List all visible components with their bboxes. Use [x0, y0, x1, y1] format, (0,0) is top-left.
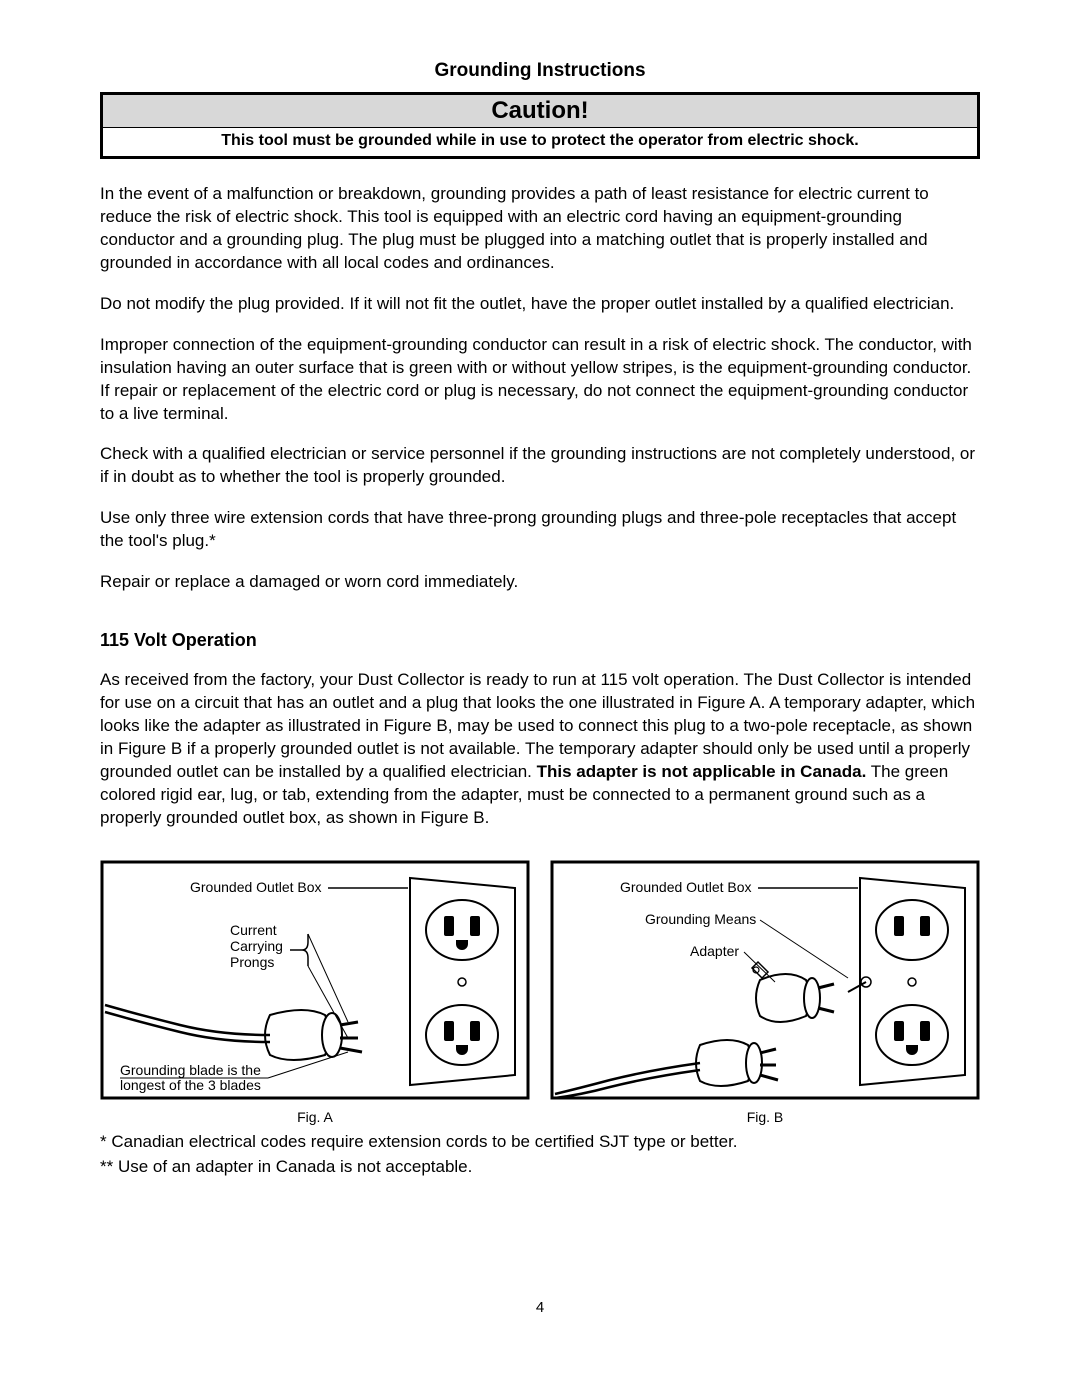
document-page: Grounding Instructions Caution! This too… — [0, 0, 1080, 1356]
label-outlet-b: Grounded Outlet Box — [620, 879, 752, 895]
page-title: Grounding Instructions — [100, 60, 980, 82]
footnote: ** Use of an adapter in Canada is not ac… — [100, 1156, 980, 1179]
page-number: 4 — [100, 1299, 980, 1316]
paragraph: Do not modify the plug provided. If it w… — [100, 293, 980, 316]
caution-heading: Caution! — [103, 95, 977, 128]
bold-text: This adapter is not applicable in Canada… — [537, 762, 867, 781]
footnote: * Canadian electrical codes require exte… — [100, 1131, 980, 1154]
figure-b-svg: Grounded Outlet Box Grounding Means Adap… — [550, 860, 980, 1100]
figure-b-caption: Fig. B — [550, 1109, 980, 1125]
label-ground2: longest of the 3 blades — [120, 1077, 261, 1093]
paragraph: Repair or replace a damaged or worn cord… — [100, 571, 980, 594]
section-heading: 115 Volt Operation — [100, 630, 980, 651]
label-adapter: Adapter — [690, 943, 739, 959]
paragraph: Check with a qualified electrician or se… — [100, 443, 980, 489]
label-ground1: Grounding blade is the — [120, 1062, 261, 1078]
label-current1: Current — [230, 922, 277, 938]
figure-a: Grounded Outlet Box Current Carrying Pro… — [100, 860, 530, 1125]
figure-a-caption: Fig. A — [100, 1109, 530, 1125]
figures-row: Grounded Outlet Box Current Carrying Pro… — [100, 860, 980, 1125]
figure-a-svg: Grounded Outlet Box Current Carrying Pro… — [100, 860, 530, 1100]
label-current3: Prongs — [230, 954, 274, 970]
label-means: Grounding Means — [645, 911, 756, 927]
paragraph: Improper connection of the equipment-gro… — [100, 334, 980, 426]
section-paragraph: As received from the factory, your Dust … — [100, 669, 980, 830]
paragraph: In the event of a malfunction or breakdo… — [100, 183, 980, 275]
caution-subtext: This tool must be grounded while in use … — [103, 128, 977, 156]
caution-box: Caution! This tool must be grounded whil… — [100, 92, 980, 159]
figure-b: Grounded Outlet Box Grounding Means Adap… — [550, 860, 980, 1125]
label-outlet: Grounded Outlet Box — [190, 879, 322, 895]
label-current2: Carrying — [230, 938, 283, 954]
paragraph: Use only three wire extension cords that… — [100, 507, 980, 553]
